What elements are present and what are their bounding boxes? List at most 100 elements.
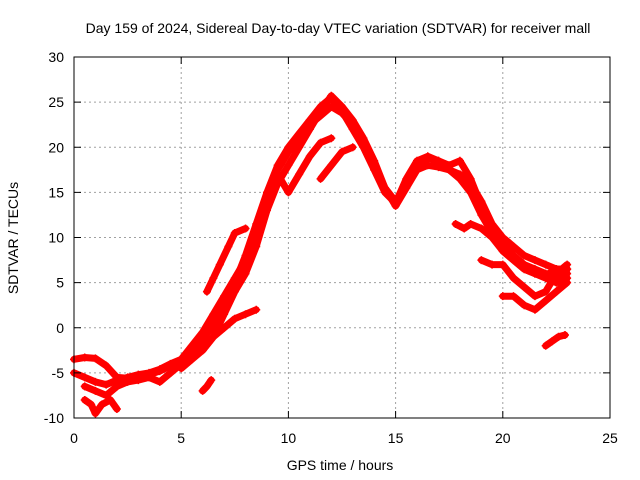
x-tick-label: 5 [177,430,185,446]
data-point-marker [488,260,497,269]
data-point-marker [80,382,89,391]
data-point-marker [134,376,143,385]
data-series-track-9 [317,143,357,183]
data-point-marker [455,174,464,183]
data-point-marker [520,301,529,310]
data-point-marker [327,102,336,111]
data-point-marker [145,373,154,382]
data-point-marker [552,269,561,278]
data-point-marker [305,116,314,125]
data-point-marker [112,382,121,391]
data-point-marker [80,353,89,362]
data-series-track-8 [274,134,335,196]
data-point-marker [451,219,460,228]
data-point-marker [241,269,250,278]
data-point-marker [423,152,432,161]
data-point-marker [224,242,233,251]
y-tick-label: 20 [48,139,64,155]
data-point-marker [498,247,507,256]
data-point-marker [220,301,229,310]
data-point-marker [563,278,572,287]
data-point-marker [91,377,100,386]
x-tick-label: 15 [388,430,404,446]
y-tick-label: 25 [48,94,64,110]
data-point-marker [391,199,400,208]
y-tick-label: 5 [56,275,64,291]
data-point-marker [209,332,218,341]
data-point-marker [509,292,518,301]
data-point-marker [187,355,196,364]
x-tick-label: 0 [70,430,78,446]
data-point-marker [348,143,357,152]
data-point-marker [166,359,175,368]
data-point-marker [273,170,282,179]
data-point-marker [541,341,550,350]
data-point-marker [112,404,121,413]
data-point-marker [509,256,518,265]
data-point-marker [316,102,325,111]
data-point-marker [220,323,229,332]
data-point-marker [380,188,389,197]
data-point-marker [348,125,357,134]
data-point-marker [102,380,111,389]
data-point-marker [548,337,557,346]
data-point-marker [530,256,539,265]
data-point-marker [284,188,293,197]
data-point-marker [413,156,422,165]
data-point-marker [541,271,550,280]
data-point-marker [445,165,454,174]
y-tick-label: 15 [48,184,64,200]
data-point-marker [509,274,518,283]
data-point-marker [123,377,132,386]
data-point-marker [530,269,539,278]
data-point-marker [155,365,164,374]
data-point-marker [498,260,507,269]
data-point-marker [327,134,336,143]
y-tick-label: -10 [44,410,64,426]
data-point-marker [370,165,379,174]
data-point-marker [91,409,100,418]
data-series-track-3 [81,94,571,399]
data-point-marker [316,174,325,183]
x-tick-label: 10 [281,430,297,446]
data-point-marker [455,156,464,165]
data-point-marker [91,386,100,395]
data-point-marker [202,287,211,296]
y-tick-label: 10 [48,230,64,246]
data-point-marker [241,251,250,260]
data-point-marker [520,251,529,260]
data-point-marker [520,265,529,274]
data-point-marker [560,330,569,339]
data-point-marker [273,161,282,170]
data-point-marker [541,260,550,269]
data-point-marker [488,233,497,242]
axis-ticks: 0 5 10 15 20 25 -10 -5 0 5 10 15 20 25 30 [44,49,618,446]
data-point-marker [316,111,325,120]
data-point-marker [466,188,475,197]
data-point-marker [327,93,336,102]
x-tick-label: 20 [495,430,511,446]
data-point-marker [284,161,293,170]
data-series-track-13 [542,331,569,350]
data-point-marker [198,386,207,395]
data-point-marker [230,314,239,323]
data-point-marker [241,224,250,233]
data-point-marker [423,161,432,170]
data-point-marker [209,274,218,283]
data-point-marker [466,174,475,183]
data-point-marker [520,283,529,292]
data-point-marker [466,219,475,228]
data-point-marker [541,296,550,305]
data-point-marker [106,395,115,404]
data-point-marker [434,156,443,165]
data-point-marker [295,129,304,138]
data-point-marker [177,364,186,373]
data-point-marker [102,361,111,370]
data-series-track-4 [81,396,121,417]
data-point-marker [87,400,96,409]
data-point-marker [209,319,218,328]
data-point-marker [262,188,271,197]
data-point-marker [202,382,211,391]
data-point-marker [207,376,216,385]
chart-title: Day 159 of 2024, Sidereal Day-to-day VTE… [86,20,591,36]
